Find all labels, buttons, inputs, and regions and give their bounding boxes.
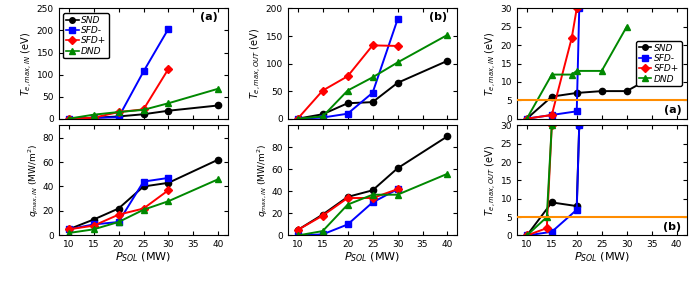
Text: (a): (a) (664, 105, 682, 115)
Legend: SND, SFD-, SFD+, DND: SND, SFD-, SFD+, DND (63, 13, 109, 58)
X-axis label: $P_{SOL}$ (MW): $P_{SOL}$ (MW) (344, 251, 401, 264)
Y-axis label: $q_{max,IN}$ (MW/m$^2$): $q_{max,IN}$ (MW/m$^2$) (27, 144, 41, 217)
Text: (b): (b) (429, 12, 447, 22)
Y-axis label: $T_{e,max,OUT}$ (eV): $T_{e,max,OUT}$ (eV) (484, 145, 499, 216)
Y-axis label: $T_{e,max,IN}$ (eV): $T_{e,max,IN}$ (eV) (484, 32, 499, 96)
Legend: SND, SFD-, SFD+, DND: SND, SFD-, SFD+, DND (636, 41, 682, 86)
X-axis label: $P_{SOL}$ (MW): $P_{SOL}$ (MW) (573, 251, 630, 264)
Y-axis label: $T_{e,max,OUT}$ (eV): $T_{e,max,OUT}$ (eV) (249, 28, 264, 99)
X-axis label: $P_{SOL}$ (MW): $P_{SOL}$ (MW) (115, 251, 172, 264)
Text: (a): (a) (200, 12, 218, 22)
Y-axis label: $q_{max,IN}$ (MW/m$^2$): $q_{max,IN}$ (MW/m$^2$) (256, 144, 270, 217)
Y-axis label: $T_{e,max,IN}$ (eV): $T_{e,max,IN}$ (eV) (20, 32, 35, 96)
Text: (b): (b) (663, 222, 682, 232)
